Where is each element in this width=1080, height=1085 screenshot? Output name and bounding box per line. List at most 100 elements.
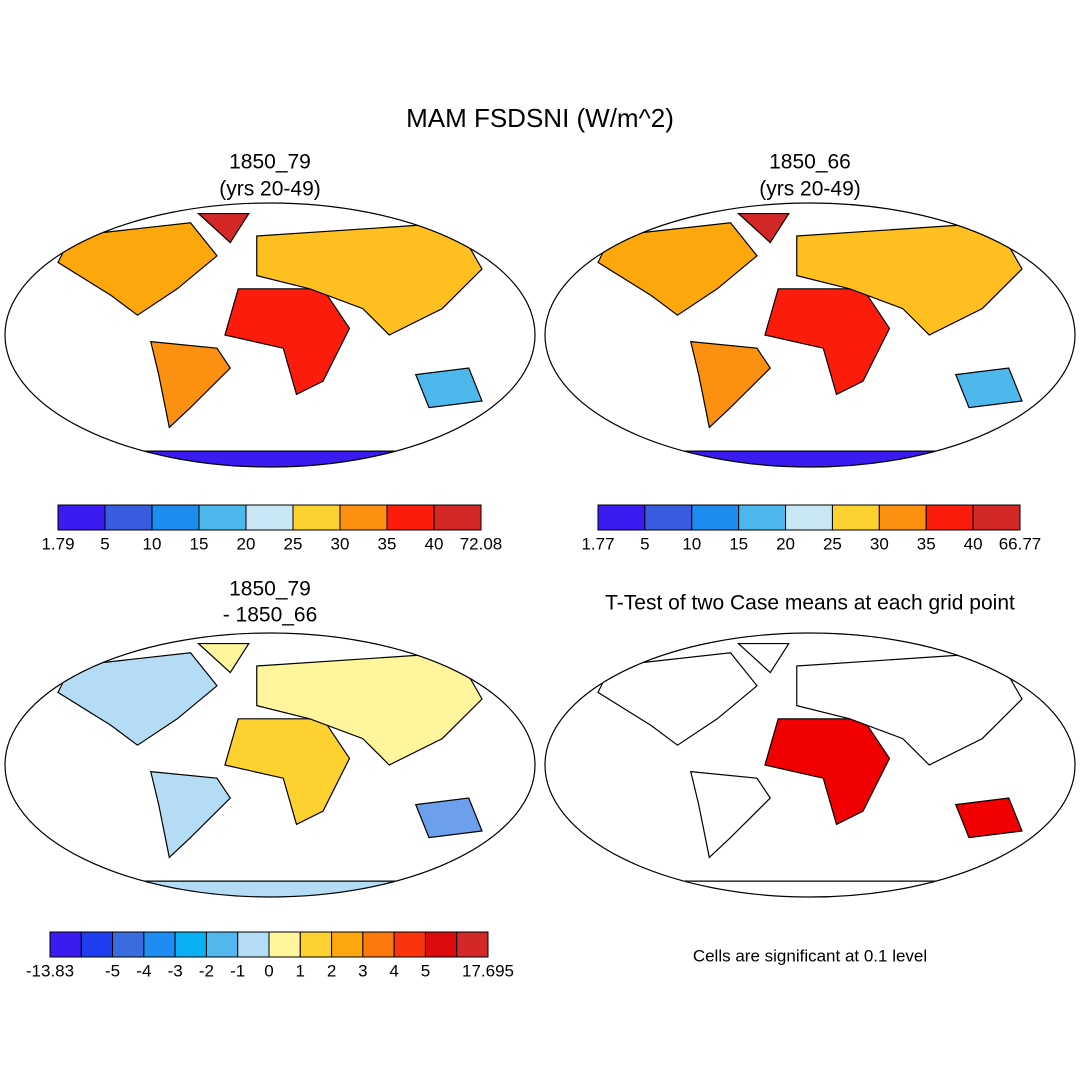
colorbar-box (339, 504, 388, 531)
colorbar-label: 3 (358, 961, 367, 980)
panel-title: 1850_66 (769, 151, 851, 174)
colorbar-label: 0 (264, 961, 273, 980)
colorbar-label: 15 (190, 534, 209, 553)
colorbar-box (57, 504, 106, 531)
colorbar-box (433, 504, 482, 531)
colorbar-box (331, 931, 364, 958)
colorbar-box (386, 504, 435, 531)
land-au (954, 367, 1023, 409)
land-sa (689, 340, 772, 429)
land-an (71, 450, 469, 467)
colorbar-label: 20 (776, 534, 795, 553)
colorbar-label: 10 (682, 534, 701, 553)
panel-title: 1850_79 (229, 151, 311, 174)
colorbar-box (456, 931, 489, 958)
land-gl (196, 212, 250, 244)
map (5, 633, 535, 897)
land-na (57, 652, 218, 746)
map-border (544, 632, 1076, 898)
colorbar-box (151, 504, 200, 531)
land-an (611, 450, 1009, 467)
colorbar-label: 5 (100, 534, 109, 553)
colorbar-label: 66.77 (999, 534, 1042, 553)
colorbar-label: 4 (389, 961, 398, 980)
colorbar-label: 1 (296, 961, 305, 980)
colorbar-label: 35 (378, 534, 397, 553)
colorbar-box (393, 931, 426, 958)
colorbar-box (112, 931, 145, 958)
colorbar-box (925, 504, 974, 531)
colorbar-label: 15 (729, 534, 748, 553)
colorbar-box (424, 931, 458, 958)
land-au (414, 367, 483, 409)
colorbar-label: -3 (168, 961, 183, 980)
map-border (544, 202, 1076, 468)
colorbar-label: 30 (870, 534, 889, 553)
land-na (597, 222, 758, 316)
land-au (954, 797, 1023, 839)
land-na (57, 222, 218, 316)
colorbar-box (691, 504, 740, 531)
colorbar-label: 2 (327, 961, 336, 980)
colorbar-label: 25 (284, 534, 303, 553)
colorbar-label: 40 (964, 534, 983, 553)
colorbar-label: -13.83 (26, 961, 74, 980)
land-gl (736, 642, 790, 674)
colorbar-box (143, 931, 176, 958)
land-sa (149, 770, 232, 859)
colorbar-box (268, 931, 301, 958)
colorbar-box (104, 504, 153, 531)
colorbar-box (738, 504, 787, 531)
land-an (71, 880, 469, 897)
colorbar-label: -4 (136, 961, 151, 980)
colorbar-box (198, 504, 247, 531)
colorbar-box (292, 504, 341, 531)
land-au (414, 797, 483, 839)
land-sa (149, 340, 232, 429)
colorbar-label: 10 (143, 534, 162, 553)
colorbar-box (205, 931, 239, 958)
panel-title: (yrs 20-49) (219, 178, 321, 201)
colorbar-box (644, 504, 693, 531)
colorbar-label: 17.695 (462, 961, 514, 980)
colorbar-label: -2 (199, 961, 214, 980)
colorbar-box (49, 931, 82, 958)
colorbar-box (299, 931, 333, 958)
colorbar-label: -5 (105, 961, 120, 980)
colorbar-label: 40 (425, 534, 444, 553)
figure-title: MAM FSDSNI (W/m^2) (406, 103, 674, 133)
colorbar-box (237, 931, 270, 958)
land-gl (736, 212, 790, 244)
map (545, 633, 1075, 897)
land-an (611, 880, 1009, 897)
land-sa (689, 770, 772, 859)
panel-title: (yrs 20-49) (759, 178, 861, 201)
colorbar-box (785, 504, 833, 531)
map-border (4, 202, 536, 468)
panel-note: Cells are significant at 0.1 level (693, 946, 927, 965)
panel-title: T-Test of two Case means at each grid po… (605, 592, 1015, 615)
map-border (4, 632, 536, 898)
map (5, 203, 535, 467)
land-na (597, 652, 758, 746)
colorbar-label: 72.08 (460, 534, 503, 553)
map (545, 203, 1075, 467)
colorbar-box (80, 931, 114, 958)
colorbar-box (831, 504, 880, 531)
colorbar-label: 20 (237, 534, 256, 553)
panel-title: 1850_79 (229, 578, 311, 601)
colorbar-label: 1.79 (41, 534, 74, 553)
panel-title: - 1850_66 (223, 604, 318, 627)
land-gl (196, 642, 250, 674)
colorbar-label: 1.77 (581, 534, 614, 553)
colorbar-box (245, 504, 294, 531)
colorbar-box (972, 504, 1021, 531)
colorbar-label: -1 (230, 961, 245, 980)
colorbar-box (597, 504, 646, 531)
colorbar-label: 35 (917, 534, 936, 553)
colorbar-label: 25 (823, 534, 842, 553)
colorbar-label: 30 (331, 534, 350, 553)
colorbar-label: 5 (421, 961, 430, 980)
colorbar-label: 5 (640, 534, 649, 553)
